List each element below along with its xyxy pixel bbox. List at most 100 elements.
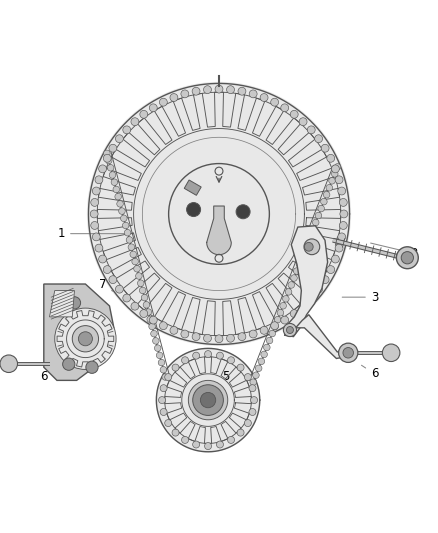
Circle shape: [149, 323, 155, 330]
Circle shape: [299, 254, 305, 261]
Circle shape: [327, 265, 335, 273]
Circle shape: [326, 184, 332, 191]
Polygon shape: [156, 349, 260, 452]
Circle shape: [321, 276, 329, 284]
Circle shape: [0, 355, 18, 373]
Circle shape: [204, 86, 212, 94]
Circle shape: [304, 243, 313, 251]
Circle shape: [291, 274, 297, 281]
Circle shape: [116, 285, 124, 293]
Circle shape: [293, 268, 300, 274]
Circle shape: [382, 344, 400, 361]
Circle shape: [91, 198, 99, 206]
Circle shape: [275, 317, 281, 323]
Circle shape: [107, 165, 114, 171]
Circle shape: [249, 408, 256, 416]
Circle shape: [193, 441, 200, 448]
Circle shape: [123, 294, 131, 302]
Circle shape: [170, 94, 178, 101]
Circle shape: [149, 316, 157, 324]
Circle shape: [307, 233, 314, 240]
Circle shape: [160, 408, 167, 416]
Circle shape: [238, 87, 246, 95]
Circle shape: [113, 186, 120, 193]
Circle shape: [160, 385, 167, 392]
Circle shape: [109, 144, 117, 152]
Circle shape: [237, 364, 244, 371]
Circle shape: [272, 324, 278, 330]
Circle shape: [323, 191, 330, 198]
Circle shape: [215, 85, 223, 93]
Circle shape: [244, 374, 251, 381]
Circle shape: [249, 330, 257, 338]
Circle shape: [124, 229, 131, 236]
Circle shape: [165, 419, 172, 426]
Circle shape: [314, 135, 322, 143]
Polygon shape: [57, 311, 114, 367]
Circle shape: [340, 210, 348, 218]
Circle shape: [228, 437, 234, 443]
Circle shape: [120, 215, 127, 222]
Circle shape: [283, 324, 297, 336]
Text: 5: 5: [212, 369, 229, 390]
Circle shape: [139, 287, 146, 294]
Circle shape: [253, 372, 259, 378]
Circle shape: [91, 222, 99, 229]
Polygon shape: [296, 314, 348, 359]
Circle shape: [143, 302, 150, 308]
Circle shape: [165, 374, 172, 381]
Circle shape: [123, 126, 131, 134]
Circle shape: [162, 374, 169, 380]
Circle shape: [106, 157, 112, 164]
Text: 2: 2: [371, 243, 418, 260]
Circle shape: [299, 118, 307, 126]
Circle shape: [152, 337, 159, 344]
Circle shape: [288, 281, 295, 288]
Circle shape: [86, 361, 98, 374]
Circle shape: [260, 326, 268, 334]
Circle shape: [290, 310, 298, 318]
Circle shape: [182, 357, 188, 364]
Circle shape: [334, 164, 341, 170]
Circle shape: [111, 179, 118, 185]
Circle shape: [339, 343, 358, 362]
Circle shape: [78, 332, 92, 346]
Circle shape: [396, 247, 418, 269]
Circle shape: [126, 237, 133, 243]
Text: 3: 3: [342, 290, 378, 304]
Circle shape: [249, 90, 257, 98]
Circle shape: [315, 212, 322, 219]
Circle shape: [321, 144, 329, 152]
Circle shape: [296, 261, 303, 268]
Circle shape: [95, 176, 103, 184]
Circle shape: [122, 222, 129, 229]
Circle shape: [130, 251, 137, 257]
Circle shape: [147, 316, 153, 322]
Circle shape: [169, 164, 269, 264]
Circle shape: [329, 177, 336, 184]
Circle shape: [335, 176, 343, 184]
Circle shape: [258, 358, 265, 365]
Circle shape: [338, 187, 346, 195]
Circle shape: [156, 352, 163, 359]
Polygon shape: [67, 320, 104, 358]
Circle shape: [228, 357, 234, 364]
Circle shape: [159, 397, 166, 403]
Circle shape: [335, 244, 343, 252]
Circle shape: [172, 429, 179, 436]
Text: 6: 6: [361, 365, 378, 381]
Circle shape: [299, 302, 307, 310]
Circle shape: [312, 219, 319, 226]
Circle shape: [332, 255, 339, 263]
Circle shape: [277, 310, 284, 316]
Circle shape: [226, 334, 234, 342]
Circle shape: [141, 294, 148, 301]
Circle shape: [181, 437, 188, 443]
Circle shape: [302, 247, 308, 254]
Polygon shape: [44, 284, 114, 381]
Circle shape: [271, 98, 279, 106]
Circle shape: [338, 233, 346, 241]
Circle shape: [55, 308, 116, 369]
Circle shape: [205, 351, 212, 358]
Circle shape: [103, 150, 110, 157]
